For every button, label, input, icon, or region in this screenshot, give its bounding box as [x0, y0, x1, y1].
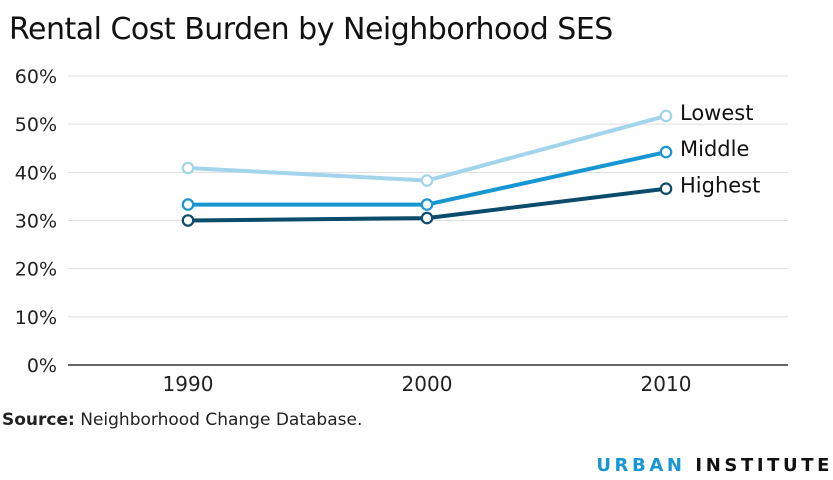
series-label-highest: Highest	[680, 174, 760, 198]
data-point-lowest	[420, 174, 434, 187]
source-note: Source: Neighborhood Change Database.	[2, 410, 362, 430]
brand-institute: INSTITUTE	[695, 455, 833, 476]
series-label-lowest: Lowest	[680, 101, 753, 125]
source-label: Source:	[2, 410, 75, 430]
y-tick-label: 30%	[15, 211, 57, 233]
data-point-middle	[659, 145, 673, 159]
chart-title: Rental Cost Burden by Neighborhood SES	[9, 12, 613, 47]
y-tick-label: 40%	[15, 162, 57, 184]
y-tick-label: 20%	[15, 259, 57, 281]
series-points	[181, 109, 673, 227]
x-tick-label: 2000	[402, 372, 453, 396]
data-point-middle	[181, 198, 195, 211]
data-point-highest	[181, 214, 195, 227]
data-point-highest	[659, 182, 673, 196]
y-axis-ticks: 0% 10% 20% 30% 40% 50% 60%	[15, 66, 57, 377]
x-tick-label: 2010	[641, 372, 692, 396]
data-point-highest	[420, 211, 434, 225]
series-line-lowest	[186, 113, 668, 183]
brand-urban: URBAN	[596, 455, 686, 476]
series-labels: Lowest Middle Highest	[680, 101, 760, 198]
line-chart: 0% 10% 20% 30% 40% 50% 60% 1990 2000 2010 Lowest…	[15, 66, 788, 396]
y-tick-label: 50%	[15, 114, 57, 136]
data-point-lowest	[181, 161, 195, 175]
data-point-middle	[420, 198, 434, 211]
data-point-lowest	[659, 109, 673, 123]
urban-institute-logo: URBAN INSTITUTE	[596, 455, 833, 476]
y-tick-label: 60%	[15, 66, 57, 88]
y-tick-label: 10%	[15, 307, 57, 329]
x-axis-ticks: 1990 2000 2010	[163, 372, 692, 396]
y-tick-label: 0%	[27, 355, 57, 377]
source-text: Neighborhood Change Database.	[74, 410, 363, 430]
series-label-middle: Middle	[680, 137, 749, 161]
x-tick-label: 1990	[163, 372, 214, 396]
